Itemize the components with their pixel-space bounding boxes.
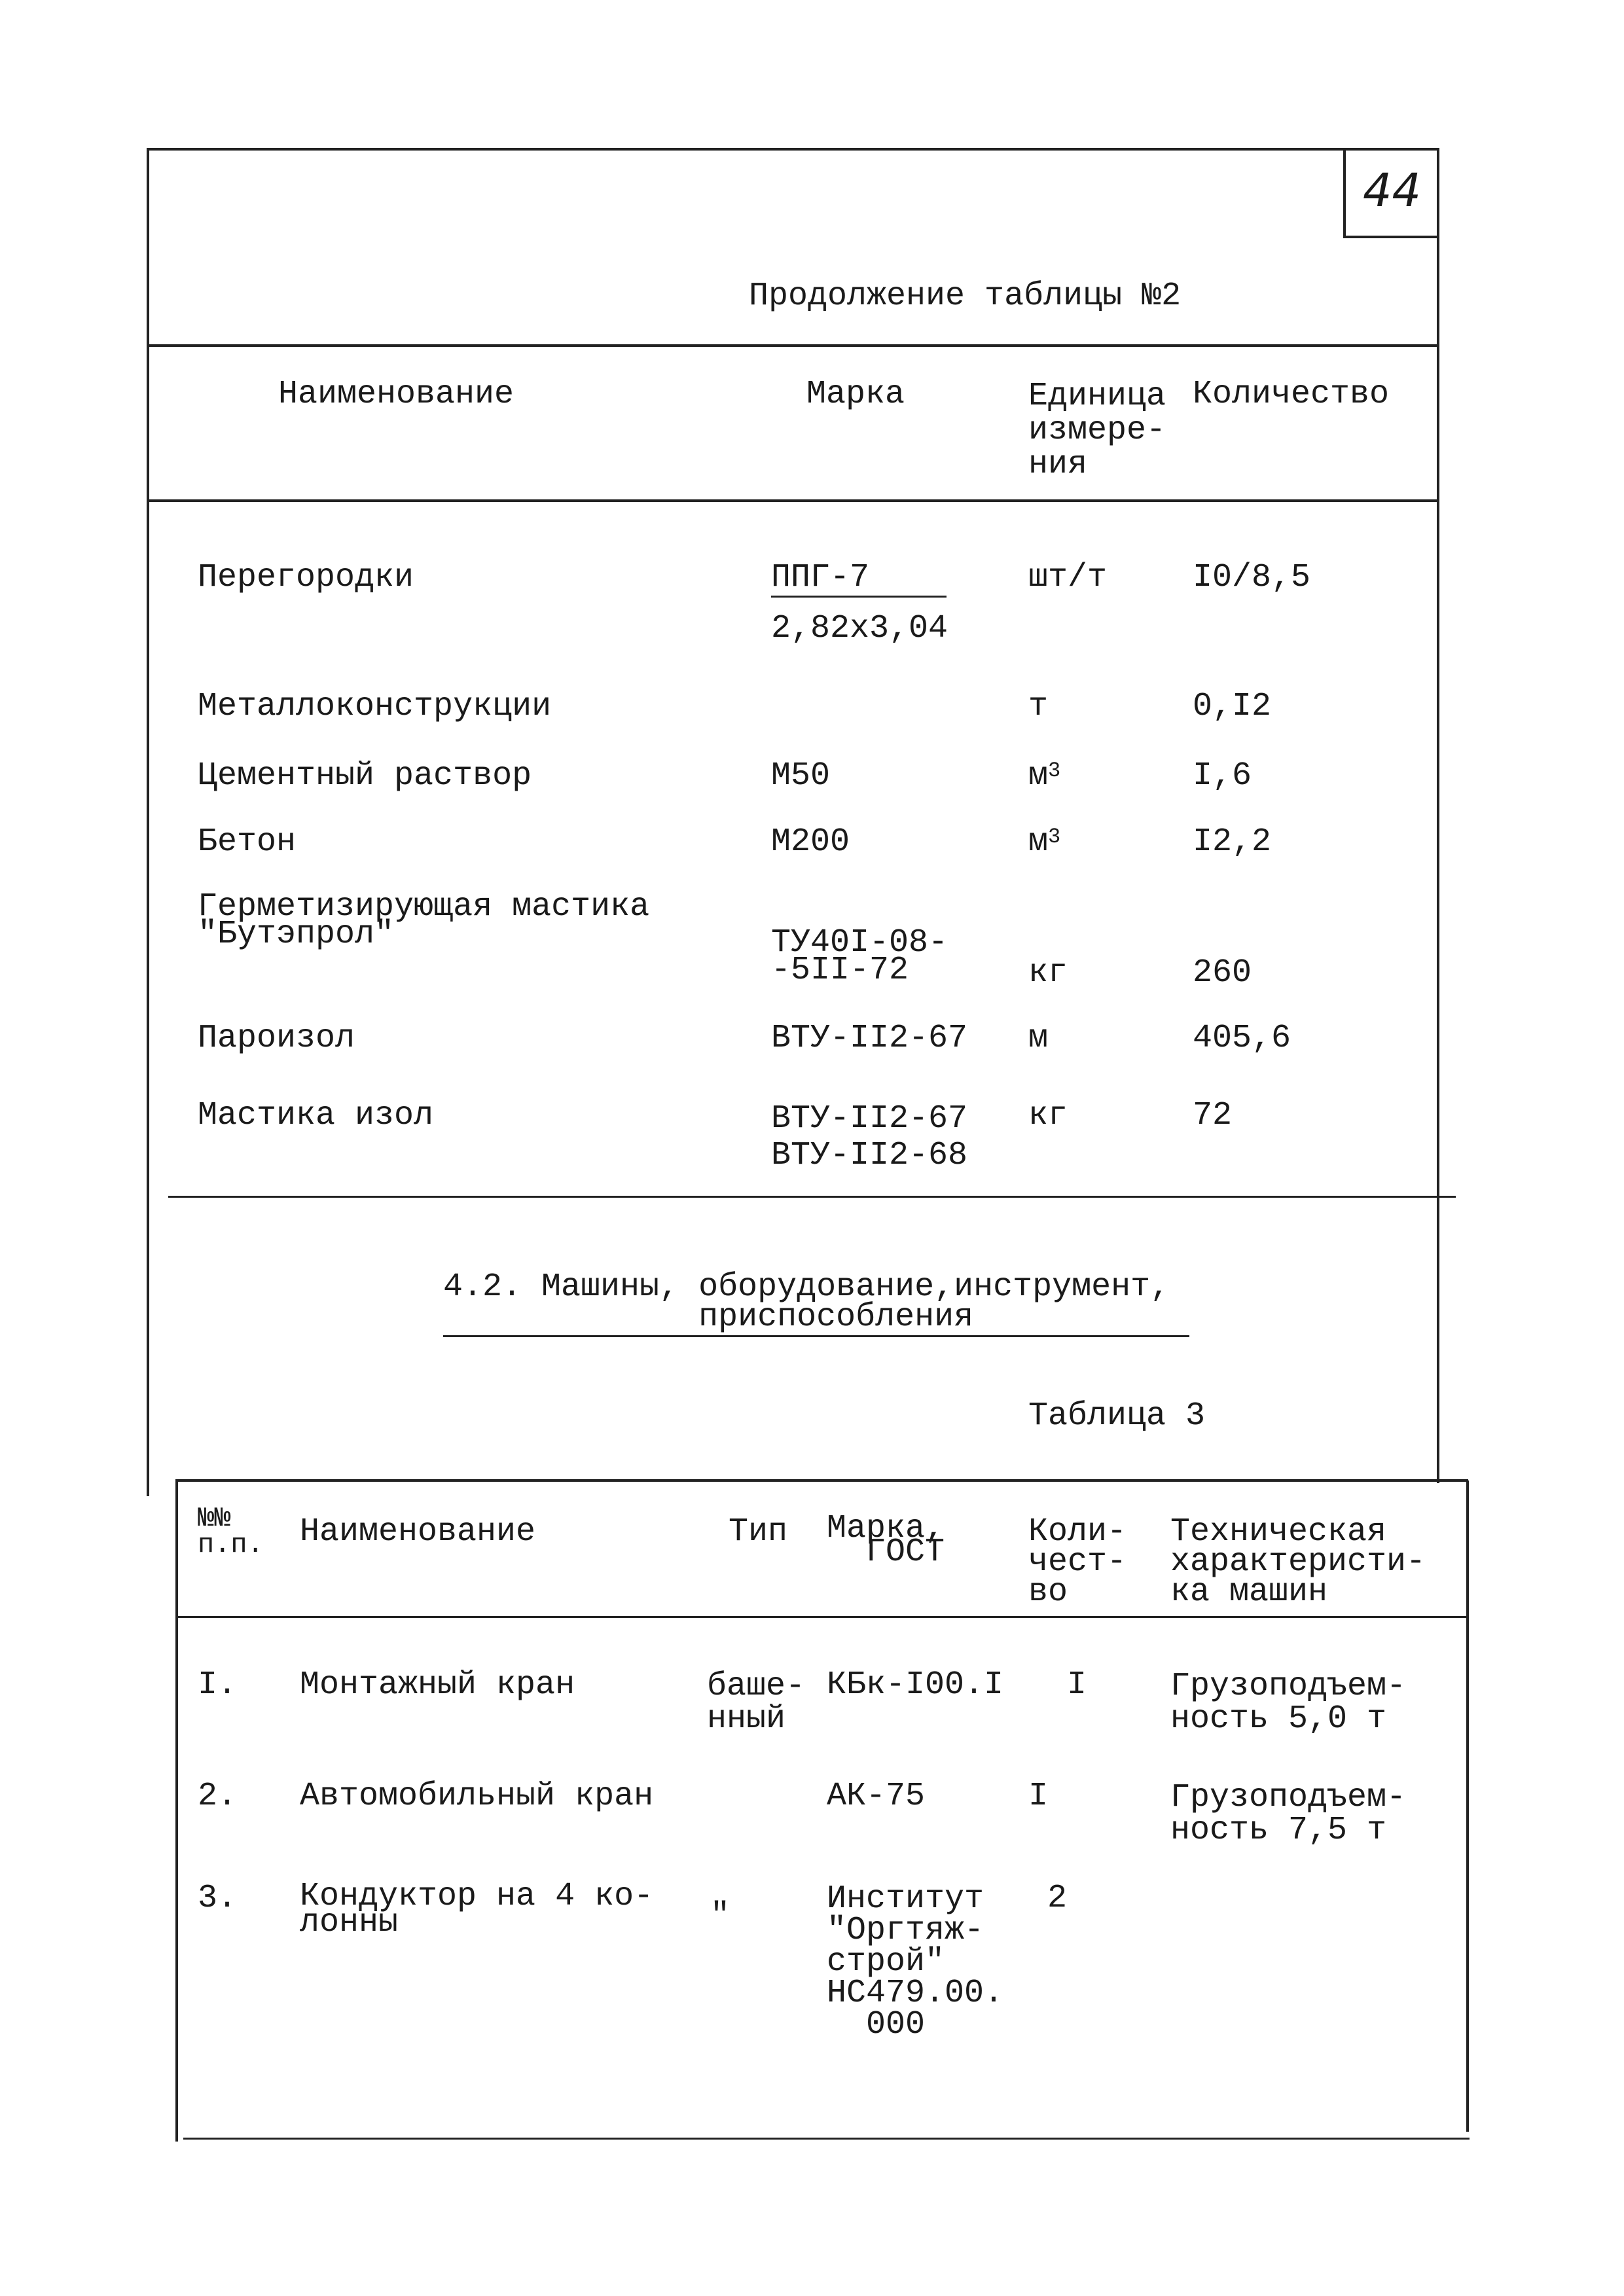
table2-header-mark: Марка	[806, 376, 905, 413]
page-number: 44	[1363, 164, 1422, 217]
frame-right-lower	[1466, 1480, 1469, 2132]
table3-row-spec: Грузоподъем- ность 5,0 т	[1170, 1668, 1407, 1738]
unit-text: м	[1028, 823, 1049, 861]
table2-row-unit: м3	[1028, 759, 1061, 793]
page-number-box-left	[1343, 148, 1346, 237]
table3-header-type: Тип	[729, 1513, 788, 1551]
table3-row-qty: I	[1067, 1666, 1087, 1704]
frame-right-upper	[1437, 148, 1439, 1483]
table3-row-type: "	[710, 1897, 731, 1935]
table3-header-mark: Марка, ГОСТ	[827, 1510, 945, 1571]
table2-bottom-line	[168, 1196, 1456, 1198]
table2-header-bottom-line	[149, 499, 1439, 502]
table2-row-qty: 405,6	[1193, 1020, 1291, 1057]
table3-row-num: I.	[198, 1666, 238, 1704]
frame-bottom	[183, 2138, 1470, 2140]
table3-row-name: Монтажный кран	[300, 1666, 575, 1704]
table2-row-name: Мастика изол	[198, 1097, 434, 1134]
table2-row-mark-sub: 2,82x3,04	[771, 610, 948, 647]
table3-row-num: 3.	[198, 1880, 238, 1917]
table3-row-type: баше- нный	[707, 1668, 806, 1738]
section-heading-underline	[443, 1335, 1189, 1337]
table2-header-top-line	[149, 344, 1439, 347]
table2-row-name: Цементный раствор	[198, 757, 532, 795]
table3-row-num: 2.	[198, 1778, 238, 1815]
table3-row-mark: АК-75	[827, 1778, 926, 1815]
table2-caption: Продолжение таблицы №2	[749, 278, 1182, 315]
table2-row-mark: М50	[771, 757, 831, 795]
table2-row-name: Герметизирующая мастика "Бутэпрол"	[198, 888, 650, 953]
table3-header-spec: Техническая характеристи- ка машин	[1170, 1513, 1426, 1611]
table2-row-unit: м	[1028, 1020, 1049, 1057]
table2-row-name: Пароизол	[198, 1020, 355, 1057]
unit-text: м	[1028, 757, 1049, 795]
table2-header-unit: Единица измере- ния	[1028, 378, 1166, 483]
table2-row-qty: 72	[1193, 1097, 1233, 1134]
unit-exponent: 3	[1048, 759, 1061, 783]
table2-row-name: Перегородки	[198, 559, 414, 596]
table2-row-unit: кг	[1028, 1097, 1068, 1134]
table2-row-qty: I0/8,5	[1193, 559, 1311, 596]
table3-header-name: Наименование	[300, 1513, 536, 1551]
table2-header-name: Наименование	[278, 376, 514, 413]
table3-row-qty: 2	[1047, 1880, 1068, 1917]
page-number-box-bottom	[1343, 236, 1439, 238]
table3-header-qty: Коли- чест- во	[1028, 1513, 1127, 1611]
table2-row-mark: ППГ-7	[771, 559, 870, 596]
table3-row-spec: Грузоподъем- ность 7,5 т	[1170, 1779, 1407, 1849]
table2-row-name: Бетон	[198, 823, 297, 861]
table2-row-unit: кг	[1028, 954, 1068, 992]
table2-row-mark: ВТУ-II2-67	[771, 1020, 968, 1057]
table2-header-qty: Количество	[1193, 376, 1390, 413]
frame-left-lower	[175, 1480, 178, 2142]
table3-row-name: Кондуктор на 4 ко- лонны	[300, 1878, 654, 1941]
table2-row-unit: шт/т	[1028, 559, 1108, 596]
table2-row-qty: 260	[1193, 954, 1252, 992]
table3-header-bottom-line	[175, 1616, 1468, 1618]
table2-row-mark: ТУ40I-08- -5II-72	[771, 924, 948, 989]
table3-row-mark: КБк-I00.I	[827, 1666, 1004, 1704]
table2-row-mark: М200	[771, 823, 850, 861]
table2-row-unit: м3	[1028, 825, 1061, 859]
section-heading: 4.2. Машины, оборудование,инструмент, пр…	[443, 1268, 1170, 1336]
fraction-line	[771, 596, 947, 598]
table3-caption: Таблица 3	[1028, 1397, 1206, 1435]
frame-left-upper	[147, 148, 149, 1496]
table2-row-qty: 0,I2	[1193, 688, 1272, 725]
table3-row-qty: I	[1028, 1778, 1049, 1815]
table2-row-qty: I2,2	[1193, 823, 1272, 861]
table3-header-num: №№ п.п.	[198, 1503, 264, 1560]
table3-row-name: Автомобильный кран	[300, 1778, 654, 1815]
table2-row-mark: ВТУ-II2-67 ВТУ-II2-68	[771, 1100, 968, 1174]
table2-row-unit: т	[1028, 688, 1049, 725]
table2-row-name: Металлоконструкции	[198, 688, 552, 725]
unit-exponent: 3	[1048, 825, 1061, 849]
table3-header-top-line	[175, 1479, 1468, 1482]
table2-row-qty: I,6	[1193, 757, 1252, 795]
table3-row-mark: Институт "Оргтяж- строй" НС479.00. 000	[827, 1880, 1004, 2043]
frame-top	[147, 148, 1439, 151]
